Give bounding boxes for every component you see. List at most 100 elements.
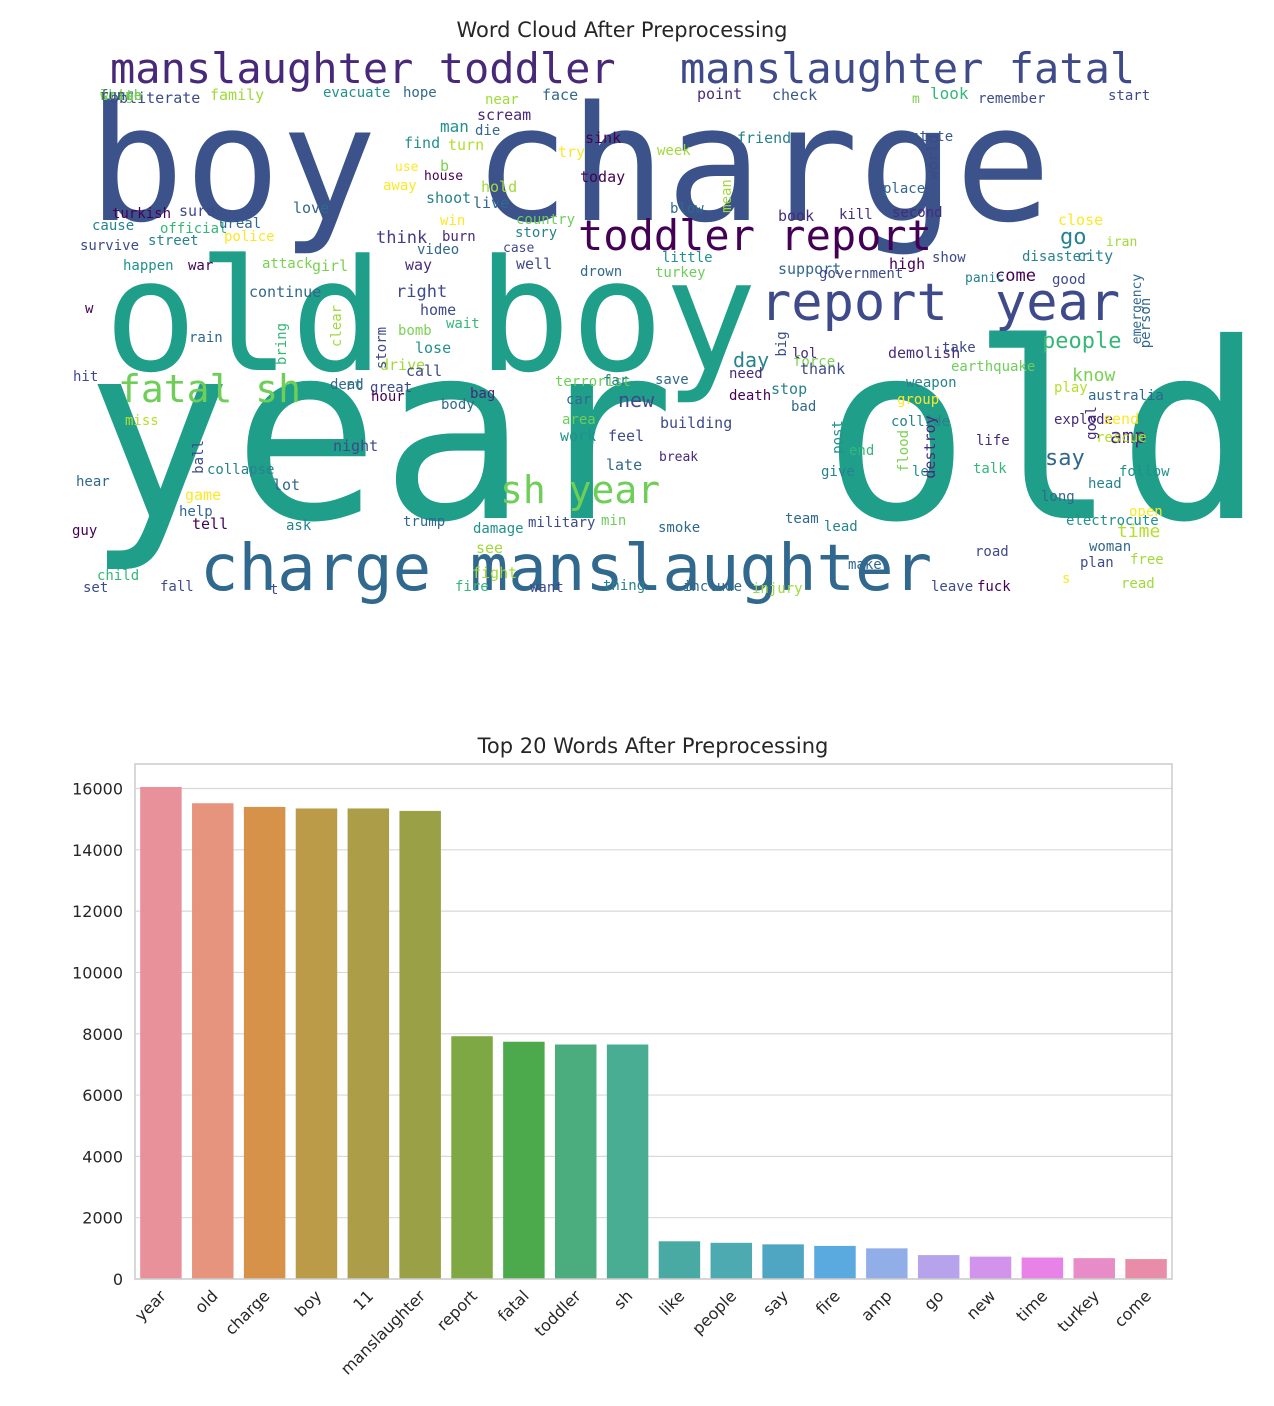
wordcloud-word: demolish [888, 344, 960, 362]
bar-come [1125, 1259, 1167, 1279]
wordcloud-word: way [405, 256, 432, 274]
wordcloud-word: t [270, 582, 278, 598]
wordcloud-word: b [440, 157, 449, 175]
wordcloud-word: include [683, 579, 742, 595]
wordcloud-word: lead [824, 519, 858, 535]
wordcloud-word: smoke [658, 520, 700, 536]
wordcloud-word: hope [403, 85, 437, 101]
wordcloud-word: take [942, 340, 976, 356]
wordcloud-word: thank [800, 360, 845, 378]
wordcloud-word: lol [792, 346, 817, 362]
wordcloud-word: burn [442, 229, 476, 245]
wordcloud-word: near [485, 92, 519, 108]
wordcloud-word: big [774, 331, 790, 356]
wordcloud-word: let [912, 464, 937, 480]
bar-time [1021, 1257, 1064, 1279]
chart-bars [140, 786, 1167, 1279]
wordcloud-word: fear [100, 88, 134, 104]
wordcloud-word: storm [374, 327, 390, 369]
wordcloud-word: support [778, 260, 841, 278]
wordcloud-word: world [924, 134, 942, 179]
wordcloud-word: follow [1119, 464, 1170, 480]
bar-sh [606, 1044, 649, 1279]
y-tick-label: 6000 [82, 1086, 123, 1105]
wordcloud-word: story [515, 225, 557, 241]
wordcloud-word: second [892, 205, 943, 221]
wordcloud-word: scream [477, 106, 531, 124]
bar-people [710, 1242, 753, 1279]
wordcloud-word: make [848, 557, 882, 573]
wordcloud-word: old boy [104, 226, 757, 407]
wordcloud-word: team [785, 511, 819, 527]
chart-frame [134, 763, 1173, 1280]
wordcloud-word: know [1072, 365, 1116, 386]
wordcloud-word: go [1060, 225, 1087, 250]
wordcloud-word: ball [191, 440, 207, 474]
wordcloud-word: new [618, 388, 655, 412]
wordcloud-word: ureal [219, 216, 261, 232]
wordcloud-word: obliterate [110, 89, 200, 107]
y-tick-label: 12000 [72, 902, 123, 921]
y-tick-label: 2000 [82, 1209, 123, 1228]
wordcloud-word: body [441, 397, 475, 413]
wordcloud-word: face [542, 86, 578, 104]
wordcloud-word: say [1045, 446, 1085, 471]
wordcloud-word: drown [580, 264, 622, 280]
wordcloud-word: close [1058, 211, 1103, 229]
wordcloud-word: flood [896, 430, 912, 472]
wordcloud-word: terrorist [555, 374, 631, 390]
wordcloud-word: stop [771, 380, 807, 398]
wordcloud-word: w [85, 301, 94, 317]
wordcloud-word: bag [470, 386, 495, 402]
y-tick-label: 14000 [72, 841, 123, 860]
wordcloud-word: street [148, 233, 199, 249]
wordcloud-word: turn [448, 136, 484, 154]
wordcloud-word: attack [262, 256, 313, 272]
wordcloud-word: send [1103, 410, 1139, 428]
wordcloud-word: point [697, 85, 742, 103]
wordcloud-word: sure [179, 202, 215, 220]
wordcloud-word: country [516, 212, 575, 228]
wordcloud-word: right [396, 282, 447, 302]
wordcloud-word: need [729, 366, 763, 382]
wordcloud-word: die [475, 123, 500, 139]
wordcloud-word: talk [973, 461, 1007, 477]
wordcloud-word: bad [791, 399, 816, 415]
wordcloud-word: little [662, 250, 713, 266]
wordcloud-word: sink [585, 129, 621, 147]
wordcloud-word: rescue [1096, 430, 1147, 446]
wordcloud-word: late [606, 456, 642, 474]
wordcloud-word: watch [100, 88, 142, 104]
wordcloud-word: survive [80, 238, 139, 254]
wordcloud-word: end [849, 443, 874, 459]
wordcloud-word: see [476, 539, 503, 557]
wordcloud-word: read [1121, 576, 1155, 592]
bar-11 [347, 808, 390, 1279]
wordcloud-word: guy [72, 523, 97, 539]
wordcloud-word: state [911, 129, 953, 145]
wordcloud-word: want [530, 580, 564, 596]
wordcloud-word: live [473, 194, 509, 212]
wordcloud-word: post [830, 420, 846, 454]
bar-new [969, 1256, 1012, 1279]
wordcloud-word: friend [737, 129, 791, 147]
wordcloud-word: people [1042, 329, 1121, 354]
bar-report [451, 1036, 493, 1279]
wordcloud-word: shoot [426, 189, 471, 207]
wordcloud-word: long [1041, 489, 1075, 505]
wordcloud-word: official [160, 221, 227, 237]
wordcloud-word: injury [752, 581, 803, 597]
wordcloud-word: force [793, 354, 835, 370]
wordcloud-word: drive [380, 356, 425, 374]
wordcloud-word: manslaughter fatal [680, 44, 1135, 93]
wordcloud-word: think [376, 228, 427, 248]
wordcloud-word: check [772, 86, 817, 104]
wordcloud-word: give [821, 464, 855, 480]
wordcloud-word: video [417, 242, 459, 258]
wordcloud-word: group [897, 392, 939, 408]
wordcloud-word: break [659, 450, 698, 465]
bar-fire [814, 1245, 856, 1279]
wordcloud-word: hour [371, 389, 405, 405]
